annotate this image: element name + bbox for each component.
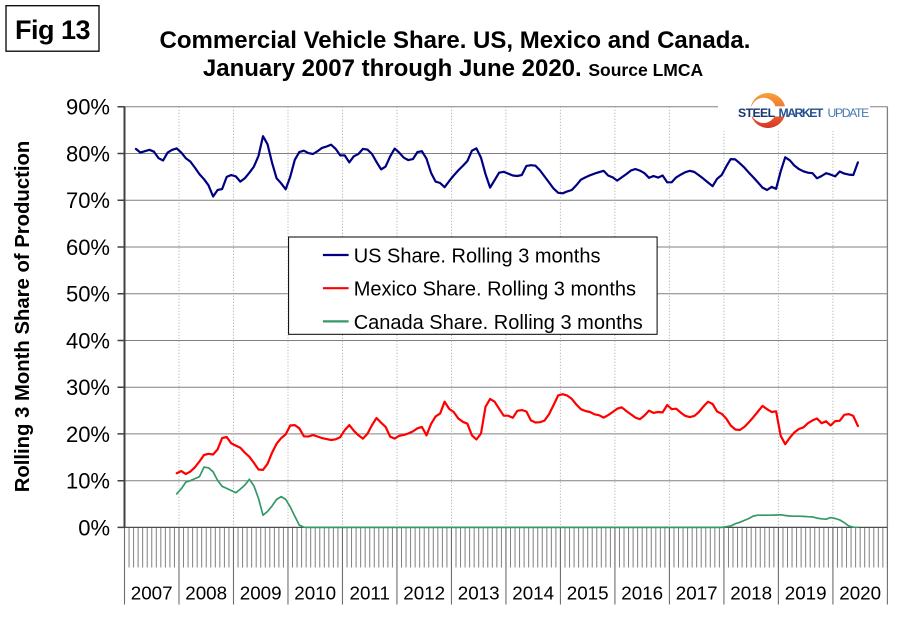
svg-text:70%: 70% [66,188,110,213]
svg-text:2017: 2017 [676,582,718,603]
svg-text:90%: 90% [66,95,110,120]
svg-text:50%: 50% [66,282,110,307]
svg-text:Canada Share. Rolling 3 months: Canada Share. Rolling 3 months [354,312,643,334]
svg-text:2010: 2010 [294,582,336,603]
svg-text:US Share. Rolling 3 months: US Share. Rolling 3 months [354,246,601,268]
svg-text:2011: 2011 [350,582,390,603]
svg-text:0%: 0% [78,515,110,540]
svg-text:2018: 2018 [730,582,772,603]
svg-text:80%: 80% [66,141,110,166]
svg-text:January 2007 through June 2020: January 2007 through June 2020. Source L… [203,55,704,82]
svg-text:STEEL: STEEL [738,106,776,120]
svg-text:2015: 2015 [567,582,609,603]
svg-text:Mexico Share. Rolling 3 months: Mexico Share. Rolling 3 months [354,279,636,301]
svg-text:2009: 2009 [240,582,282,603]
svg-text:2007: 2007 [131,582,173,603]
svg-text:MARKET: MARKET [779,106,824,120]
svg-text:2016: 2016 [621,582,663,603]
svg-text:Fig 13: Fig 13 [15,15,91,45]
svg-text:2014: 2014 [512,582,554,603]
svg-text:30%: 30% [66,375,110,400]
svg-text:2019: 2019 [785,582,827,603]
svg-text:20%: 20% [66,422,110,447]
svg-text:Commercial Vehicle Share. US,: Commercial Vehicle Share. US, Mexico and… [160,27,751,54]
svg-text:Rolling 3 Month Share of Produ: Rolling 3 Month Share of Production [12,141,34,493]
svg-text:UPDATE: UPDATE [828,106,870,120]
svg-text:2020: 2020 [839,582,881,603]
svg-text:2008: 2008 [185,582,227,603]
svg-text:40%: 40% [66,328,110,353]
svg-text:2013: 2013 [458,582,500,603]
svg-text:2012: 2012 [403,582,445,603]
svg-text:10%: 10% [66,469,110,494]
svg-text:60%: 60% [66,235,110,260]
